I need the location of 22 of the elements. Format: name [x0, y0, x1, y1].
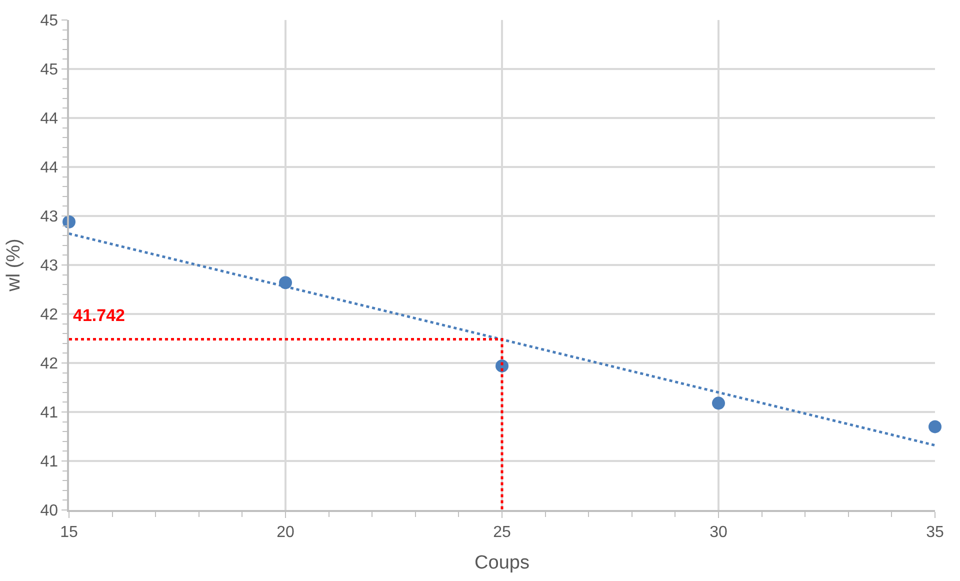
- x-tick-label: 30: [710, 524, 728, 541]
- y-tick-label: 40: [40, 502, 58, 520]
- x-tick-label: 20: [276, 524, 294, 541]
- y-tick-label: 44: [40, 160, 58, 177]
- y-tick-label: 45: [40, 62, 58, 79]
- y-tick-label: 41: [40, 404, 58, 422]
- y-tick-label: 43: [40, 258, 58, 275]
- x-tick-label: 15: [60, 524, 78, 541]
- annotation: 41.742: [73, 306, 125, 325]
- point: [279, 276, 292, 290]
- y-tick-label: 42: [40, 306, 58, 324]
- point: [928, 420, 942, 434]
- y-tick-label: 41: [40, 454, 58, 471]
- x-axis-title: Coups: [474, 552, 530, 574]
- y-tick-label: 43: [40, 208, 58, 226]
- y-tick-label: 42: [40, 356, 58, 373]
- point: [712, 396, 725, 410]
- x-tick-label: 35: [926, 524, 944, 541]
- y-tick-label: 44: [40, 110, 58, 128]
- y-tick-label: 45: [40, 12, 58, 30]
- y-axis-title: wl (%): [4, 238, 25, 292]
- x-tick-label: 25: [493, 524, 511, 541]
